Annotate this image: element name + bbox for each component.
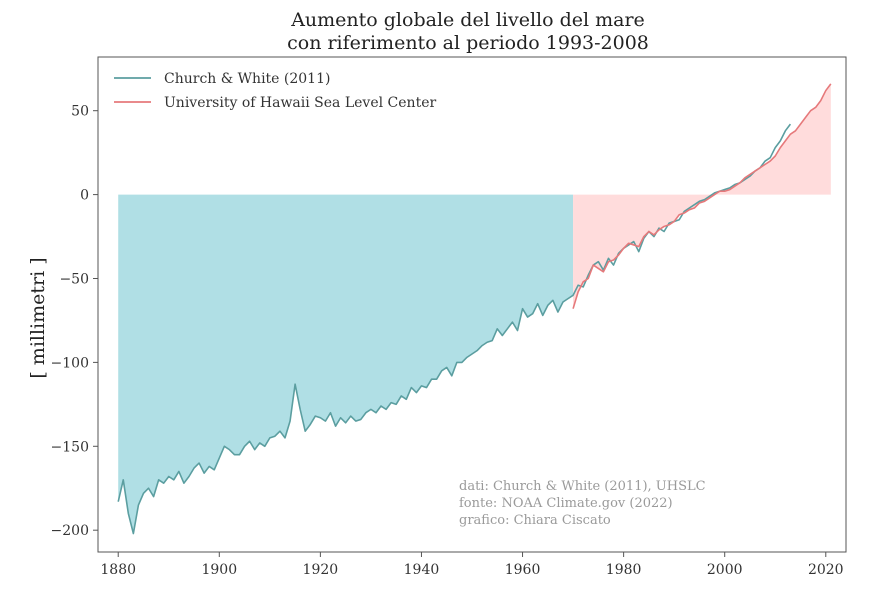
x-tick-label: 1920 [303,562,339,578]
source-note: fonte: NOAA Climate.gov (2022) [459,496,673,511]
y-tick-label: −150 [51,439,89,455]
plot-frame [97,56,847,553]
x-tick-label: 1900 [201,562,237,578]
series-line-uhslc [572,83,832,309]
x-tick-label: 1940 [404,562,440,578]
chart-title-line-2: con riferimento al periodo 1993-2008 [287,32,649,54]
y-tick-label: 50 [71,104,89,120]
source-note: dati: Church & White (2011), UHSLC [459,479,706,494]
area-fills [118,83,831,534]
x-tick-label: 1980 [606,562,642,578]
y-tick-label: 0 [80,188,89,204]
y-tick-label: −200 [51,523,89,539]
y-axis-label: [ millimetri ] [27,257,49,378]
legend: Church & White (2011) University of Hawai… [114,71,436,111]
series-lines [117,83,832,535]
x-axis: 1880 1900 1920 1940 1960 1980 2000 2020 [100,552,844,578]
legend-label: University of Hawaii Sea Level Center [164,95,436,111]
y-tick-label: −100 [51,355,89,371]
x-tick-label: 1880 [100,562,136,578]
source-notes: dati: Church & White (2011), UHSLC fonte:… [459,479,706,528]
fill-church-white [118,194,574,534]
fill-uhslc [573,83,831,309]
series-line-church-white [117,123,792,535]
x-tick-label: 2000 [707,562,743,578]
chart-title-line-1: Aumento globale del livello del mare [290,9,645,31]
legend-label: Church & White (2011) [164,71,330,87]
y-tick-label: −50 [59,271,89,287]
y-axis: −200 −150 −100 −50 0 50 [51,104,98,539]
x-tick-label: 2020 [808,562,844,578]
x-tick-label: 1960 [505,562,541,578]
source-note: grafico: Chiara Ciscato [459,513,611,528]
